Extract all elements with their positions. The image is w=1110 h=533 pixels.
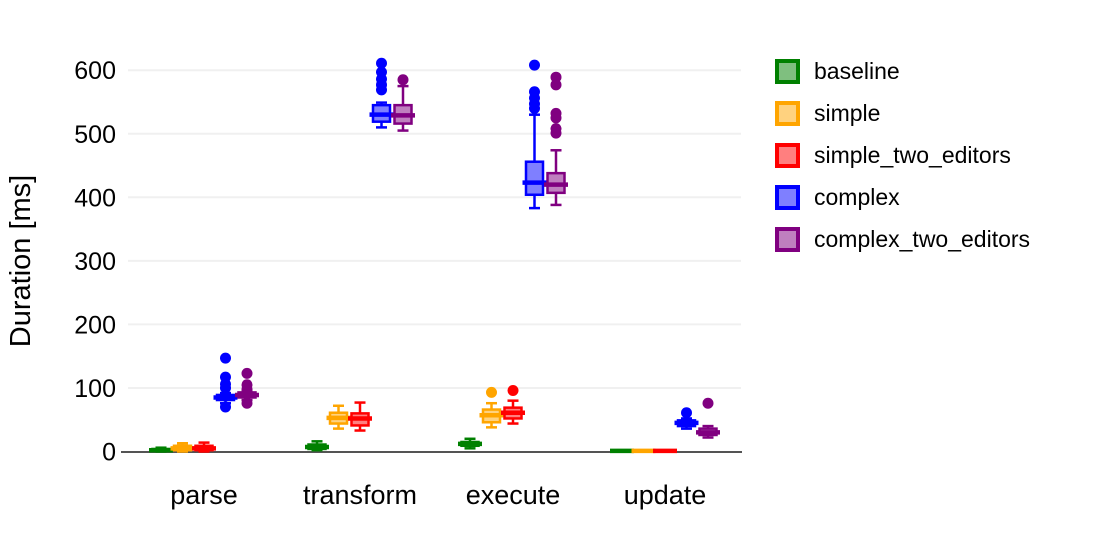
y-tick-label: 300 (74, 248, 116, 276)
outlier-dot (241, 379, 253, 391)
outlier-dot (550, 79, 562, 91)
x-category-label: transform (303, 480, 417, 510)
legend-label: simple (814, 100, 881, 126)
legend-item: simple_two_editors (775, 142, 1030, 168)
y-tick-label: 100 (74, 375, 116, 403)
outlier-dot (529, 86, 540, 98)
legend-swatch (775, 227, 800, 252)
y-tick-label: 600 (74, 57, 116, 85)
outlier-dot (220, 401, 231, 413)
legend-item: complex (775, 184, 1030, 210)
outlier-dot (486, 386, 497, 398)
x-category-label: execute (466, 480, 561, 510)
outlier-dot (397, 74, 409, 86)
legend-swatch (775, 185, 800, 210)
legend-swatch (775, 59, 800, 84)
outlier-dot (241, 397, 253, 409)
legend-label: complex_two_editors (814, 226, 1031, 252)
outlier-dot (507, 384, 519, 396)
legend-label: baseline (814, 58, 900, 84)
outlier-dot (681, 407, 692, 419)
y-tick-label: 400 (74, 184, 116, 212)
outlier-dot (220, 352, 231, 364)
outlier-dot (550, 123, 562, 135)
legend-swatch (775, 143, 800, 168)
outlier-dot (550, 107, 562, 119)
outlier-dot (550, 71, 562, 83)
box (524, 160, 545, 197)
legend-swatch (775, 101, 800, 126)
outlier-dot (241, 367, 253, 379)
outlier-dot (529, 59, 540, 71)
x-category-label: update (624, 480, 707, 510)
outlier-dot (376, 57, 387, 69)
y-tick-label: 500 (74, 121, 116, 149)
outlier-dot (376, 66, 387, 78)
legend-item: complex_two_editors (775, 226, 1031, 252)
outlier-dot (220, 371, 231, 383)
y-tick-label: 0 (102, 439, 116, 467)
outlier-dot (702, 397, 714, 409)
y-tick-label: 200 (74, 311, 116, 339)
legend-label: simple_two_editors (814, 142, 1011, 168)
legend-label: complex (814, 184, 900, 210)
legend-item: baseline (775, 58, 1030, 84)
legend-item: simple (775, 100, 1030, 126)
y-axis-title: Duration [ms] (5, 175, 37, 347)
x-category-label: parse (170, 480, 238, 510)
